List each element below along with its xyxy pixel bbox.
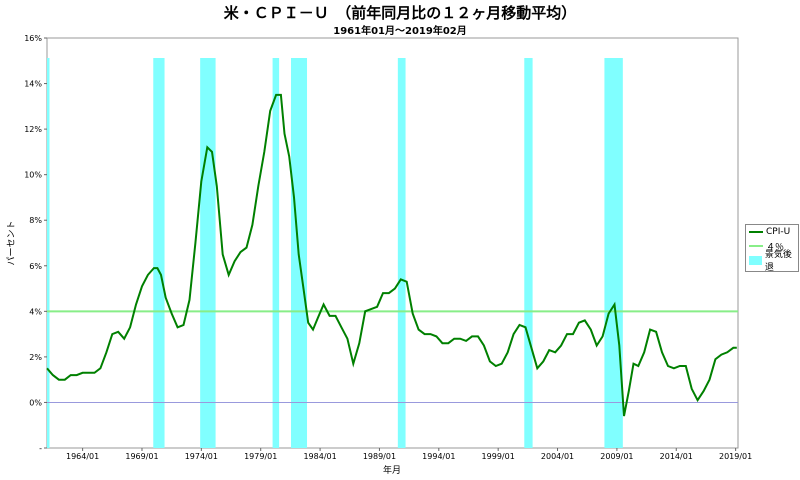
y-tick-label: 10% [24,171,42,180]
recession-band [604,58,623,448]
x-tick-label: 1984/01 [303,452,336,461]
recession-band [397,58,406,448]
chart-subtitle: 1961年01月～2019年02月 [333,26,467,37]
y-tick-label: 4% [29,307,42,316]
x-tick-label: 1979/01 [244,452,277,461]
y-tick-label: 8% [29,216,42,225]
x-tick-label: 2014/01 [660,452,693,461]
recession-band [200,58,216,448]
legend-item-recession: 景気後退 [746,250,798,273]
y-tick-label: 0% [29,398,42,407]
legend-swatch-recession [749,255,762,265]
x-tick-label: 1974/01 [185,452,218,461]
legend-label-4-percent: ４％ [766,242,785,253]
y-axis-ticks: - 0% 2% 4% 6% 8% 10% 12% 14% 16% [24,34,47,453]
y-tick-label: 12% [24,125,42,134]
x-axis-label: 年月 [383,464,401,476]
recession-band [47,58,50,448]
plot-area [46,37,739,449]
y-tick-label: 2% [29,353,42,362]
legend-label-recession: 景気後退 [764,250,792,273]
legend-item-4-percent: ４％ [746,239,798,253]
x-tick-label: 1999/01 [482,452,515,461]
recession-band [153,58,165,448]
legend: CPI-U ４％ 景気後退 [745,224,799,273]
legend-item-cpi-u: CPI-U [746,225,798,239]
y-tick-label: - [39,444,42,453]
x-tick-label: 1989/01 [363,452,396,461]
legend-swatch-cpi-u [749,231,763,233]
y-axis-label: パーセント [6,220,17,265]
cpi-u-series-line [46,93,737,417]
x-tick-label: 2009/01 [600,452,633,461]
y-tick-label: 16% [24,34,42,43]
y-tick-label: 14% [24,80,42,89]
x-tick-label: 2019/01 [719,452,752,461]
recession-band [272,58,280,448]
y-tick-label: 6% [29,262,42,271]
chart-title: 米・ＣＰＩ－Ｕ （前年同月比の１２ヶ月移動平均） [223,4,577,22]
legend-swatch-4-percent [749,245,763,247]
x-tick-label: 1994/01 [422,452,455,461]
x-tick-label: 2004/01 [541,452,574,461]
legend-label-cpi-u: CPI-U [766,227,791,237]
x-axis-ticks: 1964/01 1969/01 1974/01 1979/01 1984/01 1989/… [66,448,752,461]
x-tick-label: 1969/01 [125,452,158,461]
recession-bands [47,58,623,448]
x-tick-label: 1964/01 [66,452,99,461]
recession-band [524,58,533,448]
